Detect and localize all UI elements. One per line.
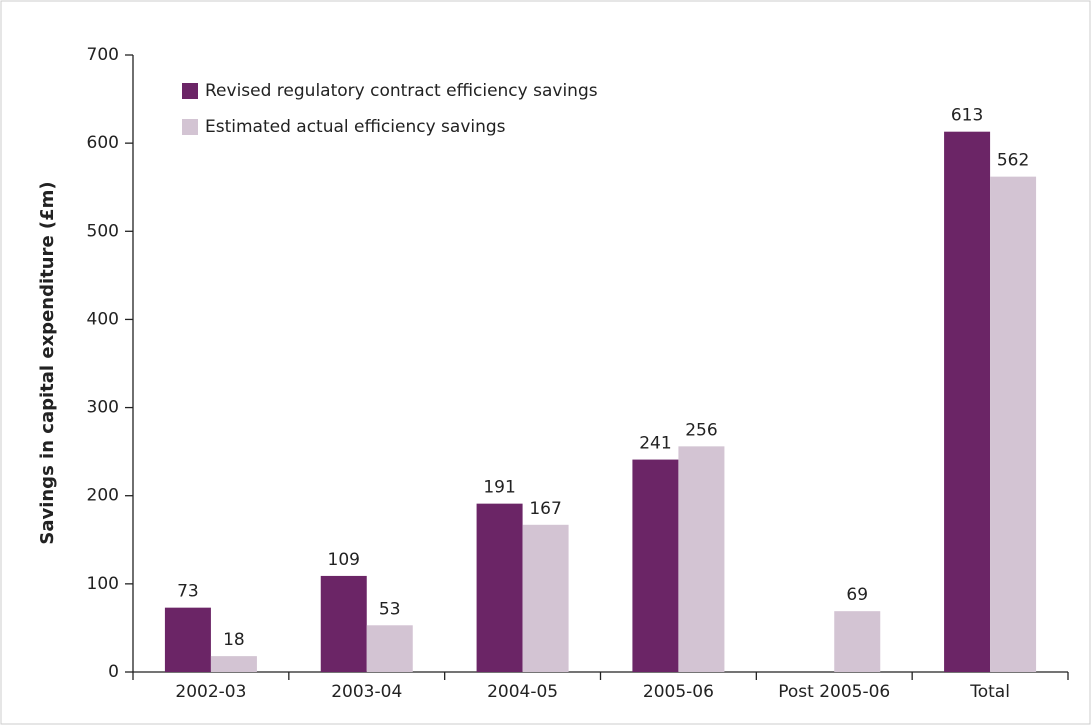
bar (678, 446, 725, 672)
bar (320, 575, 367, 672)
bar (164, 607, 211, 672)
bar (522, 524, 569, 672)
bar (632, 459, 679, 672)
data-label: 73 (177, 582, 199, 602)
y-tick-label: 300 (87, 398, 119, 418)
y-tick-label: 700 (87, 45, 119, 65)
legend-swatch (182, 119, 198, 135)
data-label: 53 (379, 599, 401, 619)
data-label: 613 (951, 106, 983, 126)
data-label: 256 (685, 420, 717, 440)
data-label: 109 (328, 550, 360, 570)
x-tick-label: 2002-03 (175, 682, 246, 702)
bar (210, 656, 257, 672)
legend-swatch (182, 83, 198, 99)
data-label: 167 (529, 499, 561, 519)
x-tick-label: 2004-05 (487, 682, 558, 702)
x-tick-label: 2003-04 (331, 682, 402, 702)
data-label: 562 (997, 151, 1029, 171)
data-label: 69 (846, 585, 868, 605)
data-label: 18 (223, 630, 245, 650)
bar (366, 625, 413, 672)
bar (990, 176, 1037, 672)
y-tick-label: 100 (87, 574, 119, 594)
x-tick-label: 2005-06 (643, 682, 714, 702)
y-tick-label: 500 (87, 221, 119, 241)
y-tick-label: 0 (108, 662, 119, 682)
data-label: 191 (483, 478, 515, 498)
y-tick-label: 200 (87, 486, 119, 506)
y-tick-label: 600 (87, 133, 119, 153)
legend-label: Revised regulatory contract efficiency s… (205, 81, 598, 101)
x-tick-label: Total (969, 682, 1010, 702)
bar (944, 131, 991, 673)
bar (476, 503, 523, 672)
data-label: 241 (639, 434, 671, 454)
x-tick-label: Post 2005-06 (778, 682, 890, 702)
legend-label: Estimated actual efficiency savings (205, 117, 506, 137)
y-tick-label: 400 (87, 309, 119, 329)
y-axis-label: Savings in capital expenditure (£m) (37, 181, 58, 544)
bar (834, 611, 881, 672)
